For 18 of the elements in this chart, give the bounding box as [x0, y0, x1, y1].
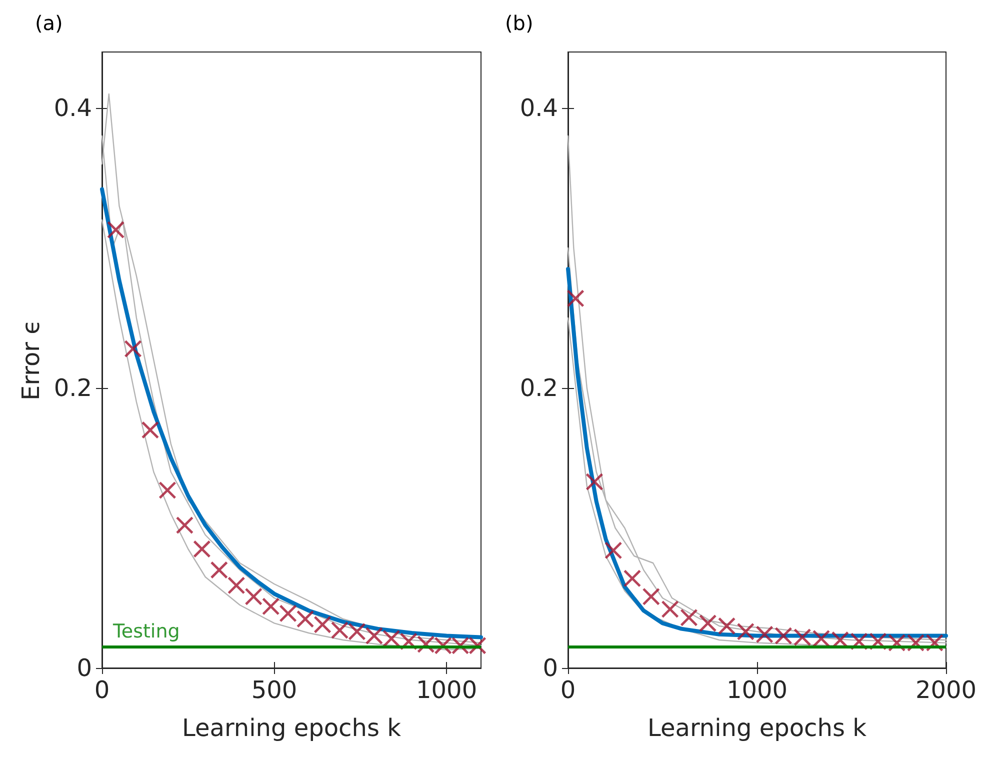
chart-title: (b)	[505, 11, 534, 35]
y-tick-label: 0.4	[54, 94, 92, 122]
y-tick-label: 0.2	[54, 374, 92, 402]
y-tick-label: 0	[76, 654, 92, 682]
y-tick-label: 0.4	[520, 94, 558, 122]
x-tick-label: 0	[560, 676, 576, 704]
x-axis-title: Learning epochs k	[182, 714, 402, 742]
ref-line-label: Testing	[112, 620, 180, 642]
x-tick-label: 0	[94, 676, 110, 704]
y-axis-title: Error ϵ	[16, 320, 45, 400]
y-tick-label: 0	[542, 654, 558, 682]
x-tick-label: 1000	[416, 676, 478, 704]
x-tick-label: 1000	[726, 676, 788, 704]
x-axis-title: Learning epochs k	[648, 714, 867, 742]
x-tick-label: 500	[251, 676, 298, 704]
x-tick-label: 2000	[915, 676, 977, 704]
chart-title: (a)	[35, 11, 63, 35]
y-tick-label: 0.2	[520, 374, 558, 402]
